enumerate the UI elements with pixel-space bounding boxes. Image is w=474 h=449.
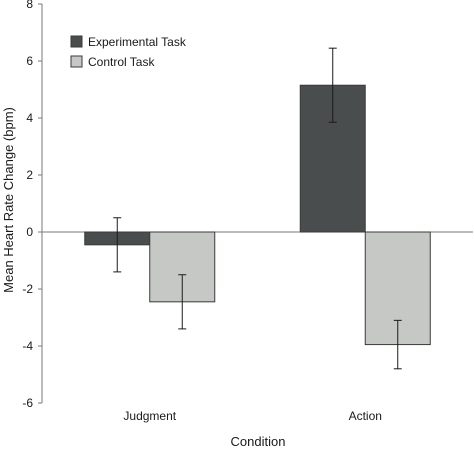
legend-label: Experimental Task	[88, 35, 187, 49]
y-tick-label: -6	[22, 396, 33, 410]
labels: -6 -4 -2 0 2 4 6 8 Judgment Action	[22, 0, 382, 423]
y-tick-label: 0	[26, 225, 33, 239]
legend: Experimental Task Control Task	[70, 35, 187, 69]
y-tick-label: 8	[26, 0, 33, 11]
y-tick-label: -4	[22, 339, 33, 353]
legend-label: Control Task	[88, 55, 155, 69]
x-axis-title: Condition	[231, 434, 286, 449]
x-category-label: Judgment	[123, 409, 176, 423]
y-tick-label: 4	[26, 111, 33, 125]
legend-swatch	[70, 55, 83, 68]
x-category-label: Action	[349, 409, 382, 423]
y-tick-label: 2	[26, 168, 33, 182]
y-axis-title: Mean Heart Rate Change (bpm)	[1, 107, 16, 293]
y-tick-label: -2	[22, 282, 33, 296]
y-tick-label: 6	[26, 54, 33, 68]
bars	[84, 47, 431, 370]
legend-swatch	[70, 35, 83, 48]
